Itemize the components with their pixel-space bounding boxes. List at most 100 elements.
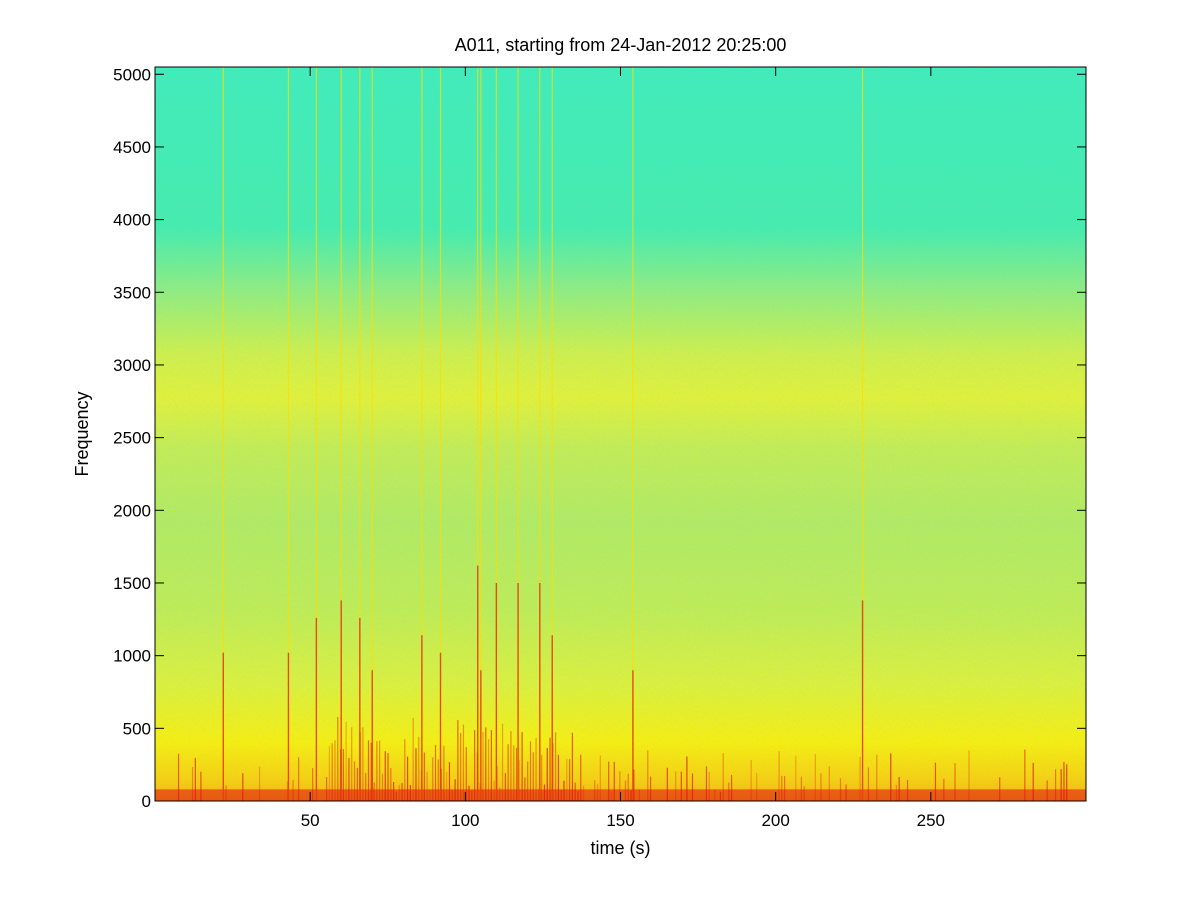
energy-burst: [577, 791, 579, 801]
energy-burst: [457, 720, 459, 801]
energy-burst: [415, 748, 417, 801]
y-tick-label: 4500: [113, 138, 151, 157]
x-tick-label: 50: [301, 811, 320, 830]
energy-burst: [580, 754, 582, 801]
energy-burst: [999, 777, 1001, 801]
energy-burst: [619, 771, 621, 801]
energy-burst: [934, 762, 937, 801]
energy-burst: [487, 739, 490, 801]
x-tick-label: 200: [761, 811, 789, 830]
energy-burst: [675, 771, 677, 801]
energy-burst: [353, 761, 356, 801]
energy-burst: [1063, 762, 1065, 801]
energy-burst: [876, 754, 878, 801]
energy-burst: [518, 760, 520, 801]
energy-burst: [728, 782, 730, 801]
energy-burst: [379, 740, 381, 801]
energy-burst: [367, 740, 370, 801]
y-tick-label: 0: [142, 792, 151, 811]
y-tick-label: 2000: [113, 501, 151, 520]
energy-burst: [730, 775, 733, 801]
energy-burst: [839, 778, 842, 801]
energy-burst: [566, 758, 568, 801]
x-axis-label: time (s): [591, 838, 651, 858]
energy-burst: [820, 773, 822, 801]
energy-burst: [384, 751, 386, 801]
energy-burst: [557, 754, 560, 801]
energy-burst: [401, 782, 403, 801]
energy-burst: [527, 761, 529, 801]
energy-burst: [630, 790, 632, 801]
energy-burst: [242, 773, 244, 801]
energy-burst: [691, 773, 694, 801]
energy-burst: [465, 747, 467, 801]
energy-burst: [627, 773, 629, 801]
energy-burst: [750, 759, 752, 801]
energy-burst: [177, 753, 180, 801]
energy-burst: [898, 777, 900, 801]
energy-burst: [194, 757, 196, 801]
x-tick-label: 250: [917, 811, 945, 830]
energy-burst: [468, 785, 470, 801]
energy-burst: [686, 756, 688, 801]
energy-burst: [1046, 780, 1048, 801]
energy-burst: [521, 732, 523, 801]
y-tick-label: 1500: [113, 574, 151, 593]
energy-burst: [390, 768, 392, 801]
energy-burst: [462, 724, 465, 801]
energy-burst: [538, 788, 540, 801]
energy-burst: [895, 785, 897, 801]
energy-burst: [582, 785, 585, 801]
energy-burst: [608, 761, 610, 801]
energy-burst: [398, 784, 400, 801]
energy-burst: [571, 732, 573, 801]
energy-burst: [501, 723, 504, 801]
energy-burst: [356, 767, 358, 801]
x-tick-label: 100: [451, 811, 479, 830]
energy-burst: [555, 732, 557, 801]
energy-burst: [541, 754, 543, 801]
energy-burst: [286, 781, 289, 801]
plot-area: [155, 67, 1086, 801]
energy-burst: [647, 750, 649, 801]
energy-burst: [1032, 762, 1034, 801]
energy-burst: [714, 789, 716, 801]
spectrum-noise: [155, 67, 1086, 801]
energy-burst: [814, 754, 816, 801]
energy-burst: [666, 767, 668, 801]
energy-burst: [515, 747, 518, 801]
energy-burst: [613, 761, 615, 801]
y-tick-label: 3500: [113, 283, 151, 302]
energy-burst: [549, 737, 551, 801]
energy-burst: [454, 779, 456, 801]
energy-burst: [1066, 764, 1068, 801]
energy-burst: [906, 780, 909, 801]
energy-burst: [393, 782, 395, 801]
energy-burst: [423, 752, 425, 801]
energy-burst: [381, 773, 384, 801]
energy-burst: [387, 753, 389, 801]
energy-burst: [954, 763, 956, 801]
energy-burst: [719, 791, 722, 801]
energy-burst: [328, 746, 330, 801]
y-tick-label: 3000: [113, 356, 151, 375]
energy-burst: [448, 762, 451, 801]
energy-burst: [524, 777, 526, 801]
y-tick-label: 1000: [113, 647, 151, 666]
energy-burst: [345, 721, 347, 801]
energy-burst: [784, 776, 786, 801]
energy-burst: [828, 766, 830, 801]
energy-burst: [362, 727, 364, 801]
energy-burst: [376, 741, 378, 801]
energy-burst: [968, 750, 970, 801]
energy-burst: [434, 744, 437, 801]
energy-burst: [312, 768, 314, 801]
y-tick-label: 500: [123, 719, 151, 738]
energy-burst: [708, 771, 710, 801]
energy-burst: [325, 777, 328, 801]
energy-burst: [722, 753, 724, 801]
energy-burst: [1054, 769, 1057, 801]
energy-burst: [334, 740, 336, 801]
energy-burst: [535, 738, 537, 801]
